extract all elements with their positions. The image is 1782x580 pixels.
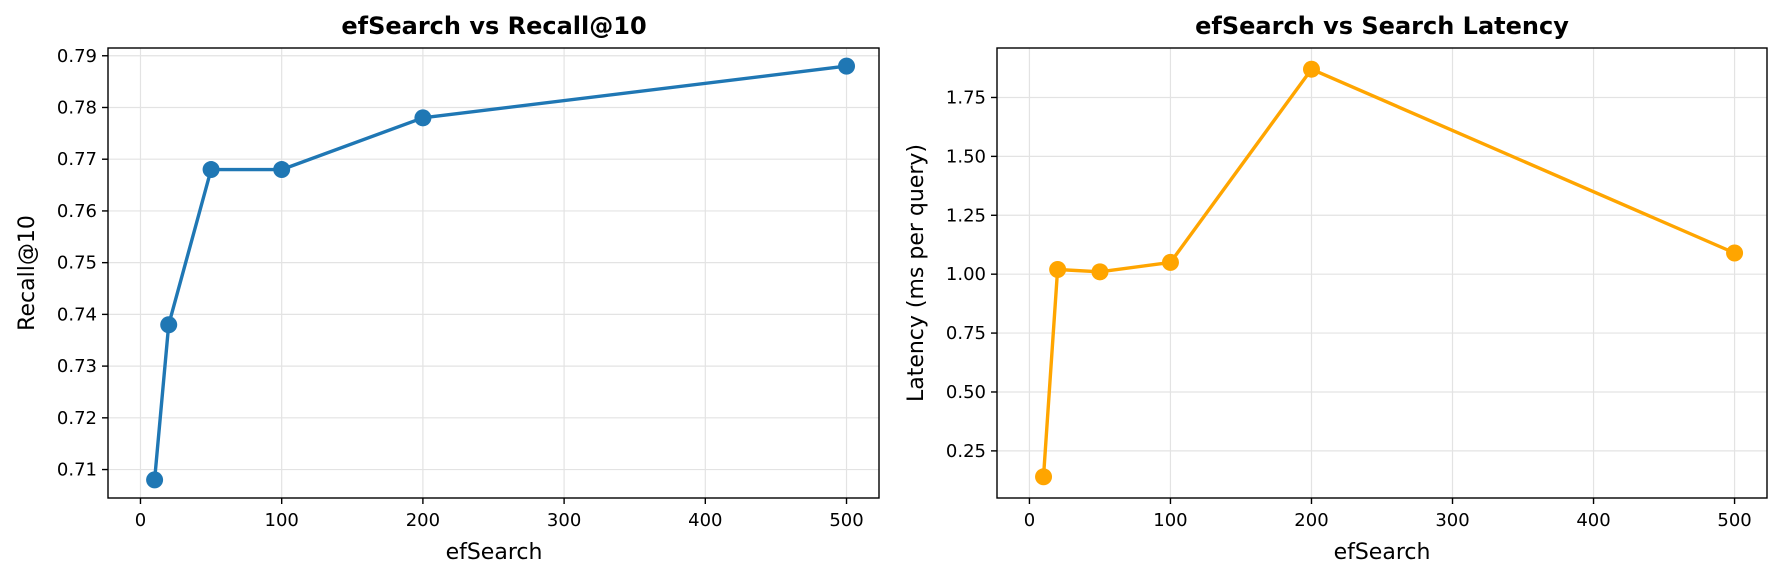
y-tick-label: 0.72	[57, 408, 97, 429]
y-tick-label: 0.74	[57, 304, 97, 325]
x-tick-label: 400	[688, 510, 722, 531]
x-tick-label: 100	[1153, 510, 1187, 531]
data-point	[1035, 468, 1053, 486]
y-tick-label: 0.76	[57, 201, 97, 222]
x-tick-label: 400	[1576, 510, 1610, 531]
chart-title: efSearch vs Recall@10	[341, 12, 646, 40]
chart-title: efSearch vs Search Latency	[1195, 12, 1569, 40]
plot-frame	[107, 47, 880, 499]
x-tick-label: 100	[265, 510, 299, 531]
x-axis-label: efSearch	[446, 540, 543, 565]
x-tick-label: 300	[547, 510, 581, 531]
y-tick-label: 0.71	[57, 460, 97, 481]
x-tick-label: 0	[135, 510, 146, 531]
x-tick-label: 200	[1294, 510, 1328, 531]
y-tick-label: 0.78	[57, 97, 97, 118]
data-point	[273, 161, 291, 179]
y-tick-label: 0.73	[57, 356, 97, 377]
y-tick-label: 0.75	[946, 323, 986, 344]
data-point	[414, 109, 432, 127]
x-tick-label: 500	[1717, 510, 1751, 531]
data-point	[1161, 253, 1179, 271]
x-tick-label: 500	[829, 510, 863, 531]
data-point	[1302, 60, 1320, 78]
x-axis-label: efSearch	[1334, 540, 1431, 565]
y-tick-label: 0.75	[57, 253, 97, 274]
data-point	[1091, 263, 1109, 281]
y-tick-label: 1.50	[946, 146, 986, 167]
data-point	[160, 316, 178, 334]
x-tick-label: 0	[1024, 510, 1035, 531]
y-axis-label: Latency (ms per query)	[904, 144, 929, 402]
x-tick-label: 200	[406, 510, 440, 531]
y-tick-label: 0.77	[57, 149, 97, 170]
y-tick-label: 1.25	[946, 205, 986, 226]
y-tick-label: 1.00	[946, 264, 986, 285]
data-point	[146, 471, 164, 489]
y-tick-label: 0.79	[57, 46, 97, 67]
chart-recall: efSearch vs Recall@10 0 100 200 300 400 500 0.…	[15, 12, 880, 565]
chart-latency: efSearch vs Search Latency 0 100 200 300 400…	[904, 12, 1768, 565]
x-tick-label: 300	[1435, 510, 1469, 531]
data-point	[202, 161, 220, 179]
y-tick-label: 1.75	[946, 87, 986, 108]
data-point	[1049, 260, 1067, 278]
y-tick-label: 0.25	[946, 441, 986, 462]
data-point	[1726, 244, 1744, 262]
y-tick-label: 0.50	[946, 382, 986, 403]
y-axis-label: Recall@10	[15, 215, 40, 331]
series-line	[152, 64, 847, 481]
data-point	[838, 57, 856, 75]
plot-frame	[996, 47, 1768, 499]
series-line	[1041, 67, 1736, 477]
